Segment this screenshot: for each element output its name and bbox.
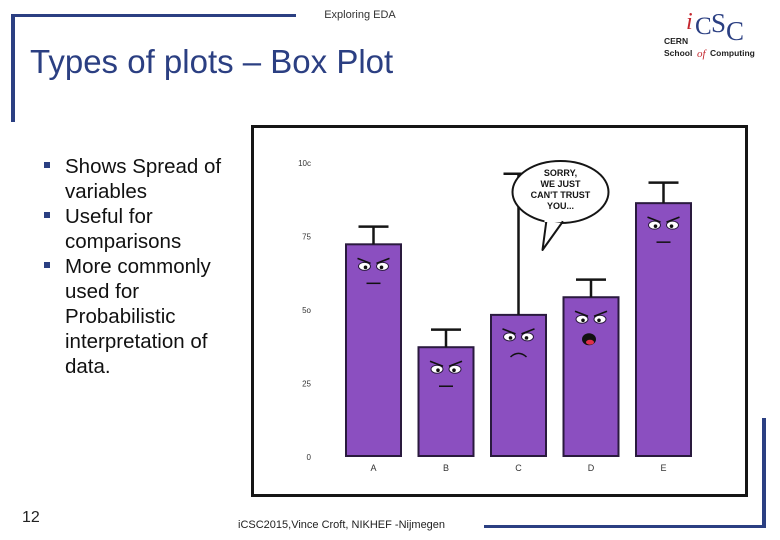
bubble-text-line: YOU...: [547, 201, 574, 211]
x-tick-label: E: [660, 463, 666, 473]
footer-credit: iCSC2015,Vince Croft, NIKHEF -Nijmegen: [238, 519, 446, 531]
logo-letter-c2: C: [726, 16, 744, 46]
eyebrow: [357, 257, 371, 265]
bullet-list: Shows Spread of variables Useful for com…: [44, 154, 244, 379]
logo-school: School: [664, 48, 692, 58]
y-tick-label: 10c: [298, 159, 311, 168]
error-bars: [358, 172, 679, 348]
pupil: [452, 368, 456, 373]
bullet-item: Useful for comparisons: [44, 204, 244, 254]
eyebrow: [429, 360, 444, 367]
pupil: [581, 318, 585, 323]
face-d: [574, 310, 608, 346]
eyebrow: [376, 257, 390, 265]
eyebrow: [574, 310, 589, 317]
bars: [345, 202, 692, 457]
error-bar-a: [358, 225, 389, 245]
face-a: [357, 257, 390, 285]
pupil: [653, 224, 658, 228]
eyebrow: [666, 216, 680, 223]
logo-computing: Computing: [710, 48, 755, 58]
logo-letter-s: S: [711, 8, 726, 38]
logo-letter-i: i: [686, 9, 693, 35]
pupil: [524, 336, 529, 340]
error-bar-b: [431, 328, 461, 348]
icsc-logo: i C S C CERN School of Computing: [664, 8, 755, 60]
mouth: [510, 352, 527, 358]
face-b: [429, 360, 463, 387]
header-label: Exploring EDA: [324, 9, 396, 21]
eyebrow: [521, 328, 535, 335]
y-tick-label: 75: [302, 233, 311, 242]
bullet-text: Shows Spread of variables: [65, 155, 222, 203]
eyebrow: [647, 216, 661, 223]
bar-a: [345, 243, 402, 457]
pupil: [379, 265, 384, 270]
bar-c: [490, 313, 547, 457]
error-bar-d: [576, 278, 606, 298]
right-accent-bar: [762, 418, 766, 528]
bullet-item: More commonly used for Probabilistic int…: [44, 254, 244, 379]
x-tick-label: D: [588, 463, 595, 473]
bullet-text: More commonly used for Probabilistic int…: [65, 255, 211, 378]
bubble-text-line: WE JUST: [540, 179, 581, 189]
bar-faces: [357, 216, 680, 387]
pupil: [363, 265, 368, 270]
header-divider: [14, 14, 296, 17]
bullet-item: Shows Spread of variables: [44, 154, 244, 204]
y-tick-label: 25: [302, 380, 311, 389]
face-e: [647, 216, 680, 243]
y-tick-label: 0: [307, 453, 312, 462]
eyebrow: [593, 310, 608, 317]
square-bullet-icon: [44, 262, 50, 268]
bar-d: [562, 296, 620, 457]
y-axis-ticks: 0 25 5o 75 10c: [298, 159, 311, 462]
logo-of: of: [697, 48, 708, 60]
eyebrow: [502, 328, 516, 335]
bar-e: [635, 202, 692, 457]
square-bullet-icon: [44, 212, 50, 218]
x-tick-label: A: [370, 463, 376, 473]
bubble-text-line: CAN'T TRUST: [531, 190, 591, 200]
bar-b: [417, 346, 475, 457]
y-tick-label: 5o: [302, 306, 311, 315]
x-tick-label: C: [515, 463, 522, 473]
pupil: [597, 318, 601, 323]
error-bar-e: [648, 181, 679, 204]
bullet-text: Useful for comparisons: [65, 205, 182, 253]
bubble-text-line: SORRY,: [544, 168, 577, 178]
left-accent-bar: [11, 14, 15, 122]
slide-title: Types of plots – Box Plot: [30, 43, 394, 80]
pupil: [669, 224, 674, 228]
tongue: [586, 339, 594, 345]
pupil: [436, 368, 440, 373]
face-c: [502, 328, 535, 358]
logo-cern: CERN: [664, 36, 688, 46]
x-axis-labels: A B C D E: [370, 463, 666, 473]
logo-letter-c1: C: [695, 13, 712, 40]
footer-divider: [484, 525, 766, 528]
bubble-tail-cover: [544, 215, 562, 222]
page-number: 12: [22, 509, 40, 526]
x-tick-label: B: [443, 463, 449, 473]
square-bullet-icon: [44, 162, 50, 168]
eyebrow: [448, 360, 463, 367]
pupil: [508, 336, 513, 340]
